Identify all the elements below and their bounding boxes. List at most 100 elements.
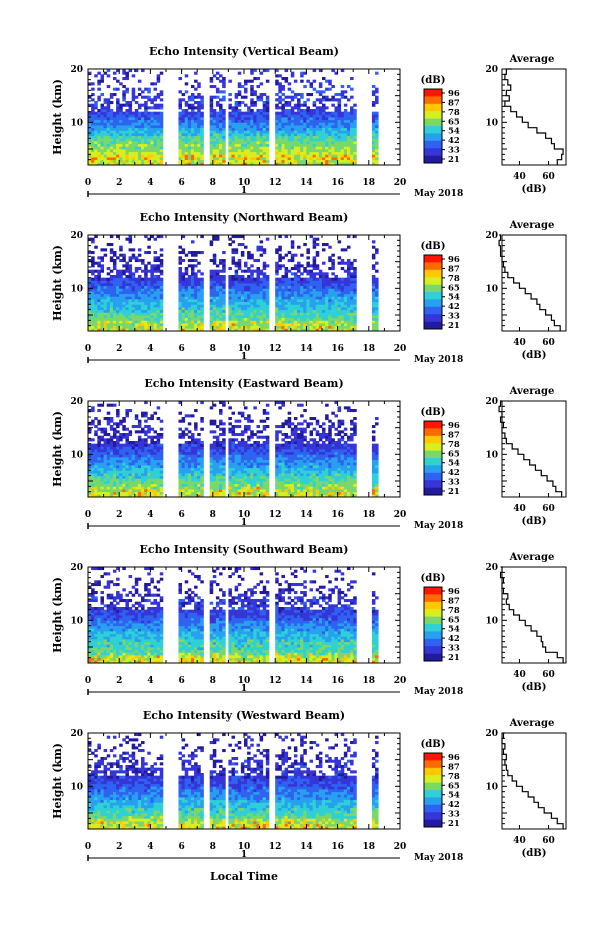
heatmap-cell: [100, 264, 104, 268]
heatmap-cell: [290, 296, 295, 300]
heatmap-cell: [112, 315, 117, 319]
heatmap-cell: [231, 283, 236, 287]
heatmap-cell: [325, 114, 329, 118]
heatmap-cell: [250, 285, 254, 289]
heatmap-cell: [178, 494, 182, 498]
heatmap-cell: [116, 106, 120, 110]
heatmap-cell: [112, 309, 117, 313]
heatmap-cell: [256, 111, 260, 115]
heatmap-cell: [103, 475, 108, 479]
heatmap-cell: [134, 414, 139, 418]
heatmap-cell: [250, 130, 254, 134]
heatmap-cell: [265, 309, 270, 313]
heatmap-cell: [197, 93, 201, 97]
colorbar-tick-label: 33: [448, 312, 460, 322]
heatmap-cell: [197, 143, 201, 147]
heatmap-cell: [231, 138, 236, 142]
heatmap-cell: [237, 312, 242, 316]
heatmap-cell: [112, 259, 117, 263]
heatmap-cell: [287, 251, 292, 255]
heatmap-cell: [228, 135, 232, 139]
heatmap-cell: [240, 293, 245, 297]
heatmap-cell: [97, 473, 101, 477]
heatmap-cell: [109, 109, 114, 113]
heatmap-cell: [275, 154, 279, 158]
heatmap-cell: [275, 125, 279, 129]
heatmap-cell: [300, 125, 304, 129]
heatmap-cell: [150, 101, 154, 105]
heatmap-cell: [91, 291, 95, 295]
heatmap-cell: [181, 328, 186, 332]
heatmap-cell: [331, 304, 335, 308]
heatmap-cell: [125, 275, 129, 279]
heatmap-cell: [337, 323, 342, 327]
heatmap-cell: [88, 454, 92, 458]
heatmap-cell: [219, 143, 223, 147]
heatmap-cell: [353, 141, 357, 145]
heatmap-cell: [116, 143, 120, 147]
heatmap-cell: [297, 264, 301, 268]
heatmap-cell: [331, 151, 335, 155]
heatmap-cell: [125, 135, 129, 139]
heatmap-cell: [315, 106, 320, 110]
heatmap-cell: [200, 133, 204, 137]
heatmap-cell: [228, 291, 232, 295]
heatmap-cell: [112, 141, 117, 145]
heatmap-cell: [265, 133, 270, 137]
heatmap-cell: [131, 154, 136, 158]
heatmap-cell: [141, 309, 145, 313]
heatmap-cell: [109, 467, 114, 471]
heatmap-cell: [234, 106, 239, 110]
heatmap-cell: [234, 315, 239, 319]
heatmap-cell: [119, 301, 123, 305]
heatmap-cell: [328, 259, 332, 263]
colorbar-swatch: [424, 255, 442, 263]
heatmap-cell: [297, 109, 301, 113]
heatmap-cell: [334, 119, 338, 123]
heatmap-cell: [150, 296, 154, 300]
heatmap-cell: [103, 291, 108, 295]
heatmap-cell: [156, 449, 161, 453]
heatmap-cell: [197, 301, 201, 305]
heatmap-cell: [328, 299, 332, 303]
heatmap-cell: [297, 159, 301, 163]
heatmap-cell: [147, 312, 151, 316]
heatmap-cell: [278, 259, 282, 263]
heatmap-cell: [231, 125, 236, 129]
heatmap-cell: [181, 459, 186, 463]
heatmap-cell: [194, 307, 198, 311]
heatmap-cell: [156, 138, 161, 142]
heatmap-cell: [125, 435, 129, 439]
heatmap-cell: [287, 146, 292, 150]
heatmap-cell: [194, 71, 198, 75]
heatmap-cell: [215, 154, 220, 158]
heatmap-cell: [106, 462, 111, 466]
heatmap-cell: [181, 288, 186, 292]
heatmap-cell: [178, 259, 182, 263]
heatmap-cell: [137, 285, 142, 289]
heatmap-cell: [253, 125, 257, 129]
heatmap-cell: [137, 299, 142, 303]
heatmap-cell: [325, 149, 329, 153]
heatmap-cell: [97, 109, 101, 113]
heatmap-cell: [125, 475, 129, 479]
heatmap-cell: [134, 312, 139, 316]
heatmap-cell: [309, 293, 314, 297]
heatmap-cell: [125, 111, 129, 115]
heatmap-cell: [290, 277, 295, 281]
heatmap-cell: [287, 159, 292, 163]
heatmap-cell: [300, 119, 304, 123]
heatmap-cell: [150, 146, 154, 150]
heatmap-cell: [156, 125, 161, 129]
heatmap-cell: [212, 141, 217, 145]
heatmap-cell: [234, 159, 239, 163]
heatmap-cell: [153, 111, 158, 115]
heatmap-cell: [222, 79, 226, 83]
heatmap-cell: [141, 323, 145, 327]
heatmap-cell: [212, 135, 217, 139]
heatmap-cell: [112, 122, 117, 126]
heatmap-cell: [231, 288, 236, 292]
heatmap-cell: [94, 138, 98, 142]
heatmap-cell: [309, 304, 314, 308]
heatmap-cell: [322, 149, 326, 153]
